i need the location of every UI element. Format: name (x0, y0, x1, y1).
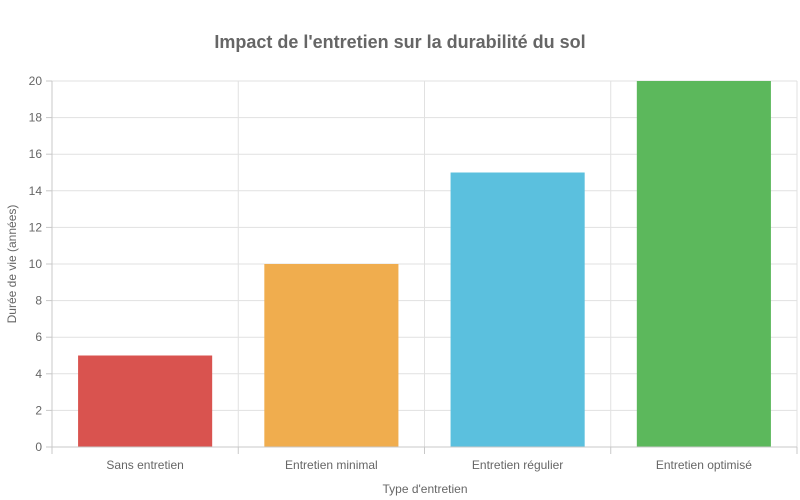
y-axis-title: Durée de vie (années) (5, 205, 19, 324)
bar-1[interactable] (78, 355, 213, 448)
x-tick-label: Entretien minimal (285, 458, 378, 472)
y-tick-label: 16 (29, 147, 43, 161)
bar-2[interactable] (264, 264, 399, 447)
x-axis-title: Type d'entretien (382, 482, 467, 496)
x-tick-label: Sans entretien (106, 458, 183, 472)
chart-title: Impact de l'entretien sur la durabilité … (214, 32, 585, 52)
y-tick-label: 12 (29, 220, 43, 234)
y-tick-label: 10 (29, 257, 43, 271)
y-tick-label: 8 (35, 294, 42, 308)
bar-4[interactable] (636, 81, 771, 447)
tick-labels-layer: 0 2 4 6 8 10 12 14 16 18 20 Sans entretien Entretien… (29, 74, 753, 472)
bar-3[interactable] (450, 172, 585, 448)
y-tick-label: 4 (35, 367, 42, 381)
x-tick-label: Entretien régulier (472, 458, 563, 472)
y-tick-label: 14 (29, 184, 43, 198)
y-tick-label: 2 (35, 403, 42, 417)
x-tick-label: Entretien optimisé (656, 458, 752, 472)
y-tick-label: 0 (35, 440, 42, 454)
bars-layer (78, 81, 771, 447)
grid-layer (52, 80, 798, 447)
y-tick-label: 18 (29, 111, 43, 125)
y-tick-label: 20 (29, 74, 43, 88)
axes-layer (46, 80, 798, 454)
y-tick-label: 6 (35, 330, 42, 344)
